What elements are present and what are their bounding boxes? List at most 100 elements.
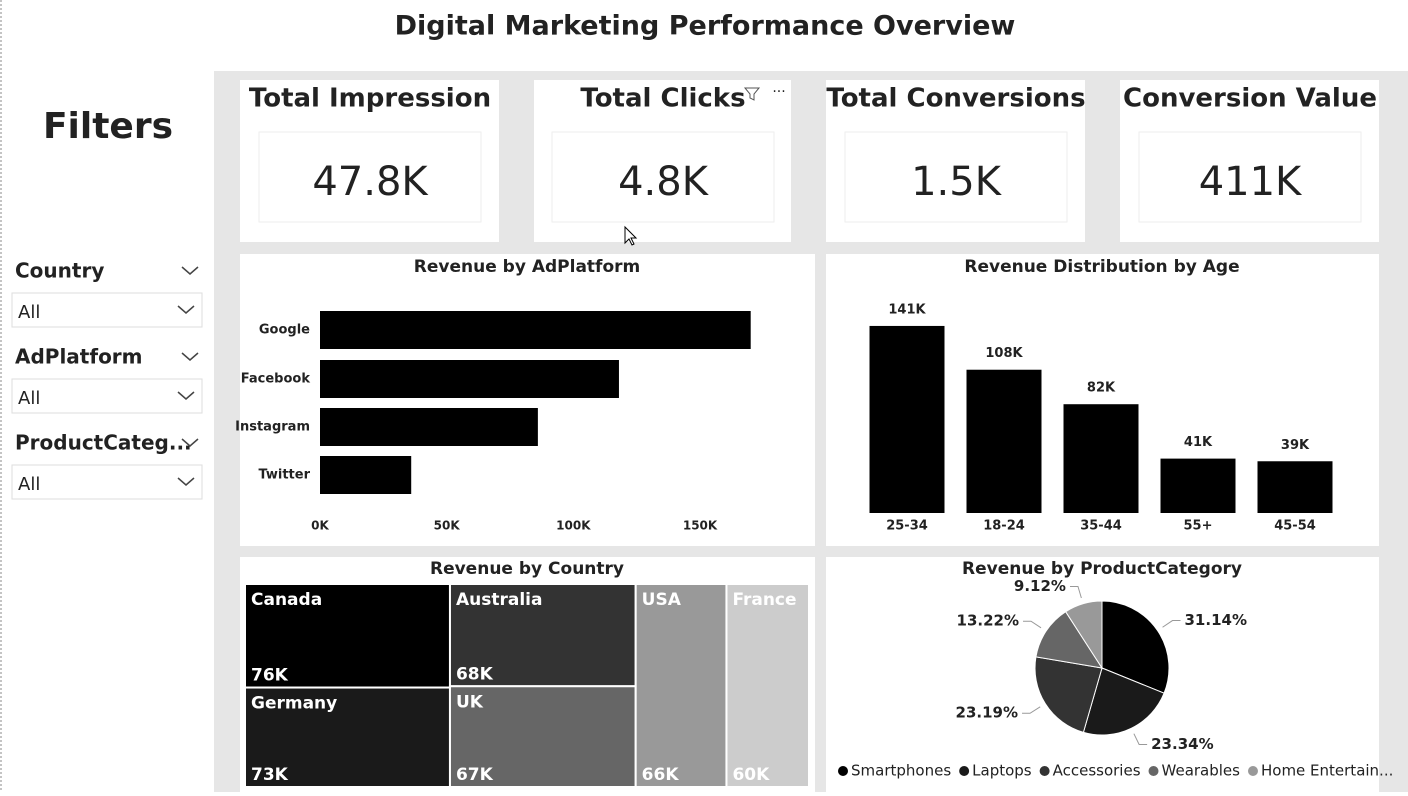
leader-line	[1162, 620, 1181, 628]
chart-panel	[240, 254, 815, 546]
leader-line	[1069, 585, 1082, 599]
bar	[1160, 458, 1236, 513]
chevron[interactable]	[181, 352, 199, 361]
legend-swatch	[959, 766, 970, 776]
treemap-tile	[448, 685, 637, 788]
tile-label: Australia	[456, 590, 542, 610]
x-tick-label: 18-24	[983, 519, 1025, 534]
legend-swatch	[1039, 766, 1050, 776]
dropdown[interactable]	[11, 292, 203, 328]
leader-line	[1022, 706, 1041, 714]
bar	[320, 456, 412, 494]
bar	[320, 360, 619, 398]
kpi-card	[534, 80, 791, 242]
tile-label: France	[732, 590, 796, 610]
filters-title: Filters	[43, 106, 173, 147]
leader-line	[1023, 620, 1042, 629]
dropdown-value: All	[18, 474, 40, 495]
bar	[966, 369, 1042, 513]
treemap-tile	[448, 583, 637, 688]
legend-label: Laptops	[972, 762, 1032, 780]
x-tick-label: 55+	[1184, 519, 1213, 534]
dropdown[interactable]	[11, 464, 203, 500]
chart-title: Revenue by Country	[430, 559, 624, 579]
kpi-value: 47.8K	[312, 159, 429, 205]
tile-label: USA	[642, 590, 682, 610]
legend-label: Smartphones	[851, 762, 951, 780]
more-options[interactable]: ···	[772, 84, 785, 100]
pie-slice	[1101, 600, 1170, 694]
chevron[interactable]	[181, 438, 199, 447]
cursor	[624, 225, 638, 246]
x-tick-label: 45-54	[1274, 519, 1316, 534]
chevron[interactable]	[177, 477, 195, 486]
page-title: Digital Marketing Performance Overview	[395, 11, 1016, 42]
tile-value: 67K	[456, 765, 494, 785]
kpi-value: 4.8K	[618, 159, 710, 205]
data-label: 82K	[1087, 381, 1116, 396]
tile-value: 76K	[251, 666, 289, 686]
legend-label: Home Entertain...	[1261, 762, 1393, 780]
kpi-label: Total Impression	[249, 84, 491, 114]
bar	[320, 311, 751, 349]
dropdown-value: All	[18, 388, 40, 409]
legend-label: Wearables	[1162, 762, 1241, 780]
kpi-value: 411K	[1199, 159, 1303, 205]
dropdown[interactable]	[11, 378, 203, 414]
y-tick-label: Google	[259, 323, 310, 338]
pie-slice	[1035, 611, 1104, 669]
tile-value: 66K	[642, 765, 680, 785]
data-label: 31.14%	[1185, 611, 1247, 629]
pie-slice	[1034, 656, 1103, 733]
chevron[interactable]	[177, 305, 195, 314]
kpi-box	[844, 131, 1068, 223]
legend-swatch	[1247, 766, 1258, 776]
kpi-label: Conversion Value	[1123, 84, 1377, 114]
tile-label: Canada	[251, 590, 322, 610]
bar	[1063, 404, 1139, 513]
filter-icon[interactable]	[743, 87, 761, 101]
bar	[320, 408, 538, 446]
kpi-label: Total Conversions	[826, 84, 1085, 114]
x-tick-label: 35-44	[1080, 519, 1122, 534]
data-label: 41K	[1184, 435, 1213, 450]
kpi-card	[826, 80, 1085, 242]
x-tick-label: 0K	[311, 519, 329, 533]
chart-title: Revenue by ProductCategory	[962, 559, 1242, 579]
data-label: 39K	[1281, 438, 1310, 453]
y-tick-label: Twitter	[258, 468, 310, 483]
kpi-label: Total Clicks	[580, 84, 745, 114]
leader-line	[1133, 733, 1148, 745]
bar	[869, 325, 945, 513]
x-tick-label: 25-34	[886, 519, 928, 534]
kpi-value: 1.5K	[911, 159, 1003, 205]
chevron[interactable]	[177, 391, 195, 400]
pie-slice	[1082, 667, 1165, 736]
x-tick-label: 50K	[434, 519, 461, 533]
data-label: 141K	[888, 302, 926, 317]
kpi-box	[551, 131, 775, 223]
filter-label: ProductCateg...	[15, 431, 192, 455]
tile-value: 68K	[456, 664, 494, 684]
pie-slice	[1064, 600, 1103, 670]
data-label: 9.12%	[1014, 577, 1066, 595]
y-tick-label: Facebook	[241, 372, 311, 387]
y-tick-label: Instagram	[235, 420, 310, 435]
x-tick-label: 150K	[683, 519, 718, 533]
tile-label: Germany	[251, 694, 337, 714]
kpi-card	[240, 80, 499, 242]
chart-title: Revenue by AdPlatform	[414, 257, 640, 277]
chart-title: Revenue Distribution by Age	[964, 257, 1239, 277]
tile-value: 60K	[732, 765, 770, 785]
filter-label: Country	[15, 259, 104, 283]
data-label: 23.34%	[1151, 735, 1213, 753]
chevron[interactable]	[181, 266, 199, 275]
treemap-tile	[634, 583, 728, 788]
legend-swatch	[838, 766, 848, 776]
data-label: 13.22%	[957, 612, 1019, 630]
x-tick-label: 100K	[556, 519, 591, 533]
filter-label: AdPlatform	[15, 345, 143, 369]
bar	[1257, 461, 1333, 513]
